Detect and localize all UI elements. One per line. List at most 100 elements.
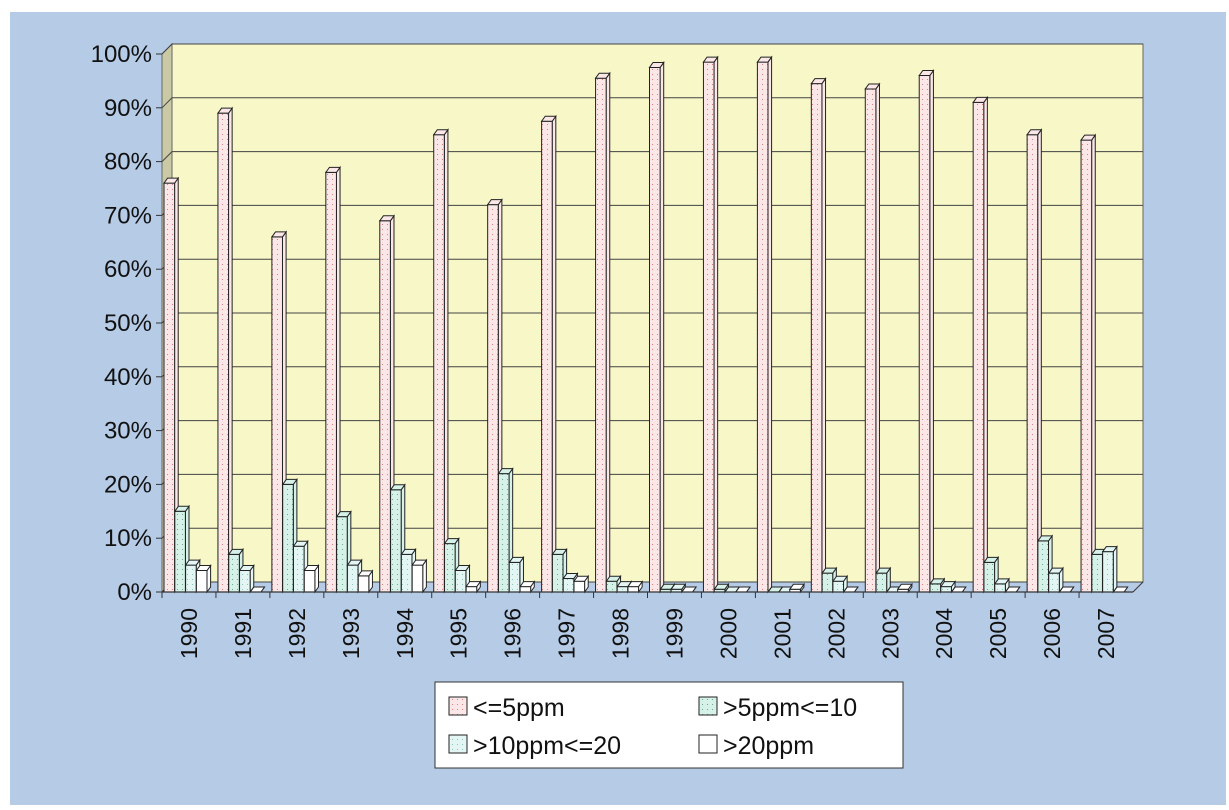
legend-label: >10ppm<=20 — [473, 732, 621, 760]
bar-front — [346, 564, 359, 593]
bar-top — [648, 61, 665, 68]
bar-top — [929, 578, 946, 585]
bar-front — [551, 553, 564, 593]
bar-top — [195, 564, 212, 571]
y-tick-label: 40% — [104, 364, 152, 391]
bar-front — [1037, 540, 1050, 593]
bar — [163, 176, 180, 594]
bar-front — [1026, 134, 1039, 593]
bar-top — [227, 548, 244, 555]
bar-top — [454, 564, 471, 571]
bar-top — [982, 556, 1000, 563]
bar-front — [1091, 553, 1103, 593]
x-tick-label: 1995 — [446, 608, 472, 659]
bar-top — [864, 83, 881, 90]
x-tick-label: 1998 — [608, 608, 634, 659]
bar-front — [433, 134, 445, 593]
bar-top — [400, 548, 417, 555]
bar-top — [918, 70, 935, 77]
bar-front — [411, 564, 424, 593]
bar — [238, 563, 255, 594]
x-tick-label: 2004 — [931, 608, 957, 659]
bar-front — [325, 171, 337, 593]
bar — [626, 580, 644, 594]
bar — [357, 569, 374, 594]
bar-front — [444, 543, 456, 593]
bar-front — [1102, 551, 1114, 593]
bar-front — [875, 572, 888, 593]
bar-top — [238, 564, 255, 571]
y-tick-label: 0% — [117, 579, 152, 606]
y-tick-label: 90% — [104, 95, 152, 122]
bar — [756, 55, 773, 594]
bar-top — [821, 567, 838, 574]
bar-front — [497, 473, 510, 593]
y-tick-label: 60% — [104, 256, 152, 283]
bar-front — [616, 586, 629, 593]
bar — [1101, 545, 1118, 594]
bar — [1080, 133, 1097, 594]
bar-top — [508, 556, 525, 563]
legend-swatch — [448, 734, 468, 754]
y-tick-label: 10% — [104, 525, 152, 552]
x-tick-label: 2000 — [715, 608, 741, 659]
bar-front — [821, 572, 834, 593]
bar — [875, 566, 892, 594]
bar-front — [810, 83, 823, 593]
bar — [1026, 128, 1043, 594]
bar-top — [216, 107, 234, 114]
bar-top — [972, 96, 989, 103]
bar-top — [378, 215, 395, 222]
bar-front — [929, 583, 942, 593]
legend-label: >20ppm — [723, 732, 814, 760]
bar-front — [292, 545, 305, 593]
bar-front — [336, 516, 348, 593]
bar-front — [573, 580, 586, 593]
bar-top — [1080, 134, 1097, 141]
bar-top — [270, 231, 288, 238]
bar-top — [788, 583, 805, 590]
bar-front — [282, 483, 294, 593]
bar-side — [767, 55, 773, 594]
bar-front — [562, 578, 575, 593]
x-tick-label: 1996 — [500, 608, 526, 659]
bar-top — [281, 478, 298, 485]
bar — [788, 582, 805, 594]
x-tick-label: 2007 — [1093, 608, 1119, 659]
bar-front — [595, 77, 607, 593]
bar-top — [443, 538, 460, 545]
bar-top — [324, 166, 342, 173]
bar-front — [627, 586, 640, 593]
bar-side — [605, 71, 611, 594]
bar-top — [465, 581, 482, 588]
bar-top — [939, 581, 956, 588]
bar-side — [659, 60, 665, 594]
bar-top — [497, 468, 514, 475]
x-tick-label: 1990 — [176, 608, 202, 659]
y-axis-ticks: 0% 10% 20% 30% 40% 50% 60% 70% 80% 90% 100% — [91, 41, 162, 606]
bar — [519, 580, 536, 594]
bar-top — [519, 581, 536, 588]
bar-front — [379, 220, 391, 593]
x-tick-label: 2002 — [823, 608, 849, 659]
bar-top — [993, 578, 1010, 585]
x-axis-line — [1132, 581, 1144, 593]
bar-front — [994, 583, 1006, 593]
legend-swatch — [698, 734, 718, 754]
bar-front — [217, 112, 230, 593]
bar-front — [303, 569, 316, 593]
bar — [950, 586, 967, 593]
chart-frame: 0% 10% 20% 30% 40% 50% 60% 70% 80% 90% 100% 1990 19… — [10, 12, 1226, 805]
bar-front — [1080, 139, 1093, 593]
bar-front — [163, 182, 176, 593]
bar — [896, 582, 913, 594]
bar-top — [411, 559, 428, 566]
bar-front — [400, 553, 413, 593]
bar — [303, 563, 320, 594]
bar-front — [239, 569, 251, 593]
legend-box — [434, 681, 904, 769]
bar-side — [551, 114, 557, 594]
bar-front — [228, 553, 240, 593]
bar-side — [875, 82, 880, 594]
bar-front — [918, 75, 931, 593]
